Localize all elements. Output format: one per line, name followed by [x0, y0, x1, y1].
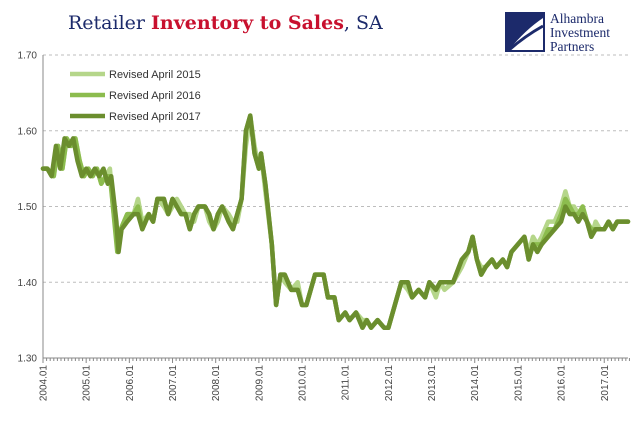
- title-part-1: Retailer: [68, 12, 152, 34]
- x-tick-label: 2013.01: [427, 365, 438, 402]
- chart-title: Retailer Inventory to Sales, SA: [68, 12, 383, 34]
- logo-line-3: Partners: [550, 39, 595, 54]
- y-tick-label: 1.70: [18, 51, 38, 62]
- logo-line-1: Alhambra: [550, 11, 604, 26]
- series-line: [40, 113, 631, 330]
- x-tick-label: 2008.01: [211, 365, 222, 402]
- title-highlight: Inventory to Sales: [151, 12, 344, 34]
- y-tick-label: 1.60: [18, 126, 38, 137]
- y-axis-ticks: 1.30 1.40 1.50 1.60 1.70: [18, 51, 38, 365]
- logo-line-2: Investment: [550, 25, 610, 40]
- x-tick-label: 2009.01: [254, 365, 265, 402]
- x-tick-label: 2014.01: [470, 365, 481, 402]
- y-tick-label: 1.50: [18, 202, 38, 213]
- x-tick-label: 2005.01: [82, 365, 93, 402]
- x-tick-label: 2012.01: [384, 365, 395, 402]
- logo-text: Alhambra Investment Partners: [550, 12, 610, 54]
- series-lines: [40, 113, 631, 330]
- legend-label: Revised April 2017: [109, 111, 201, 123]
- y-tick-label: 1.40: [18, 278, 38, 289]
- chart-legend: Revised April 2015 Revised April 2016 Revi…: [70, 69, 201, 123]
- x-tick-label: 2006.01: [125, 365, 136, 402]
- x-tick-label: 2016.01: [557, 365, 568, 402]
- x-tick-label: 2017.01: [600, 365, 611, 402]
- x-axis-ticks: 2004.01 2005.01 2006.01 2007.01 2008.01 2009.…: [39, 365, 611, 402]
- legend-label: Revised April 2015: [109, 69, 201, 81]
- chart-axes: [42, 55, 630, 363]
- legend-label: Revised April 2016: [109, 90, 201, 102]
- x-tick-label: 2010.01: [298, 365, 309, 402]
- alhambra-logo-icon: [505, 12, 545, 52]
- y-tick-label: 1.30: [18, 354, 38, 365]
- title-part-3: , SA: [343, 12, 383, 34]
- x-tick-label: 2015.01: [513, 365, 524, 402]
- x-tick-label: 2011.01: [341, 365, 352, 401]
- x-tick-label: 2004.01: [39, 365, 50, 402]
- x-tick-label: 2007.01: [168, 365, 179, 402]
